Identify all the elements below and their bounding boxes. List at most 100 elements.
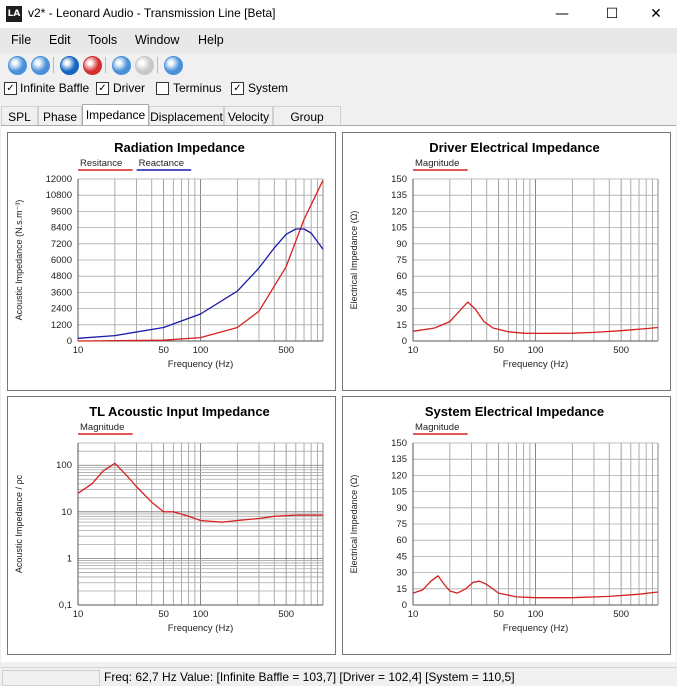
y-tick-label: 4800	[51, 271, 72, 282]
radiation-impedance-chart: 0 1200 2400 3600 4800 6000 7200 8400 9600 10800 12…	[7, 132, 336, 391]
y-axis-label: Electrical Impedance (Ω)	[349, 211, 359, 310]
tab-strip: SPL Phase Impedance Displacement Velocit…	[0, 104, 677, 144]
y-tick-label: 0,1	[59, 600, 72, 611]
y-tick-label: 30	[396, 568, 407, 579]
tab-impedance[interactable]: Impedance	[82, 104, 149, 127]
x-tick-label: 100	[193, 609, 209, 620]
y-tick-label: 60	[396, 535, 407, 546]
y-tick-label: 30	[396, 304, 407, 315]
status-bar: Freq: 62,7 Hz Value: [Infinite Baffle = …	[0, 667, 677, 686]
menu-bar: File Edit Tools Window Help	[0, 28, 677, 53]
infinite-baffle-checkbox[interactable]: ✓	[4, 82, 17, 95]
tab-phase[interactable]: Phase	[38, 106, 82, 126]
record-red-icon[interactable]	[83, 56, 102, 75]
x-tick-label: 500	[613, 345, 629, 356]
y-tick-label: 120	[391, 470, 407, 481]
menu-edit[interactable]: Edit	[49, 33, 71, 47]
toolbar-separator	[105, 57, 106, 73]
new-icon[interactable]	[8, 56, 27, 75]
driver-label: Driver	[113, 81, 145, 95]
y-tick-label: 150	[391, 438, 407, 449]
series-checkbox-row: ✓ Infinite Baffle ✓ Driver Terminus ✓ Sy…	[0, 78, 677, 100]
y-tick-label: 75	[396, 255, 407, 266]
toolbar	[0, 53, 677, 77]
y-tick-label: 15	[396, 320, 407, 331]
tab-displacement[interactable]: Displacement	[149, 106, 224, 126]
y-tick-label: 135	[391, 190, 407, 201]
y-tick-label: 3600	[51, 287, 72, 298]
y-tick-label: 150	[391, 174, 407, 185]
terminus-checkbox[interactable]	[156, 82, 169, 95]
y-tick-label: 6000	[51, 255, 72, 266]
series-line	[77, 462, 323, 523]
y-tick-label: 0	[402, 600, 407, 611]
record-blue-icon[interactable]	[60, 56, 79, 75]
tab-velocity[interactable]: Velocity	[224, 106, 273, 126]
tab-spl[interactable]: SPL	[1, 106, 38, 126]
series-line	[77, 180, 324, 342]
y-tick-label: 0	[402, 336, 407, 347]
x-tick-label: 100	[528, 609, 544, 620]
y-tick-label: 8400	[51, 223, 72, 234]
maximize-button[interactable]: ☐	[605, 6, 619, 22]
y-axis-label: Acoustic Impedance (N.s.m⁻³)	[14, 200, 24, 321]
menu-tools[interactable]: Tools	[88, 33, 118, 47]
previous-icon[interactable]	[112, 56, 131, 75]
app-logo-icon: LA	[6, 6, 22, 22]
chart-svg: 0 1200 2400 3600 4800 6000 7200 8400 9600 10800 12…	[14, 140, 324, 370]
y-tick-label: 1	[67, 553, 72, 564]
y-tick-label: 2400	[51, 304, 72, 315]
y-tick-label: 10800	[46, 190, 72, 201]
toolbar-separator	[157, 57, 158, 73]
x-axis-label: Frequency (Hz)	[168, 359, 233, 370]
next-icon[interactable]	[164, 56, 183, 75]
legend-entry: Magnitude	[80, 422, 124, 433]
status-readout: Freq: 62,7 Hz Value: [Infinite Baffle = …	[104, 670, 515, 684]
system-label: System	[248, 81, 289, 95]
chart-title: TL Acoustic Input Impedance	[89, 404, 270, 419]
driver-checkbox[interactable]: ✓	[96, 82, 109, 95]
chart-svg: 0 15 30 45 60 75 90 105 120 135 150 10 50 100 500 Drive…	[349, 140, 659, 370]
menu-window[interactable]: Window	[135, 33, 180, 47]
system-checkbox[interactable]: ✓	[231, 82, 244, 95]
chart-svg: 0 15 30 45 60 75 90 105 120 135 150 10 50 100 500 Syste…	[349, 404, 659, 634]
x-axis-label: Frequency (Hz)	[503, 623, 568, 634]
legend-entry: Resitance	[80, 158, 122, 169]
x-tick-label: 500	[613, 609, 629, 620]
menu-file[interactable]: File	[11, 33, 32, 47]
menu-help[interactable]: Help	[198, 33, 224, 47]
x-tick-label: 10	[408, 345, 419, 356]
chart-title: Radiation Impedance	[114, 140, 245, 155]
y-tick-label: 15	[396, 584, 407, 595]
y-tick-label: 105	[391, 223, 407, 234]
x-tick-label: 50	[158, 609, 169, 620]
tab-group-delay[interactable]: Group Delay	[273, 106, 341, 144]
series-line	[412, 575, 659, 599]
y-axis-label: Acoustic Impedance / ρc	[14, 474, 24, 573]
status-progress-field	[2, 670, 100, 686]
driver-electrical-impedance-chart: 0 15 30 45 60 75 90 105 120 135 150 10 50 100 500 Drive…	[342, 132, 671, 391]
y-tick-label: 105	[391, 487, 407, 498]
x-tick-label: 50	[158, 345, 169, 356]
x-tick-label: 50	[493, 345, 504, 356]
x-tick-label: 50	[493, 609, 504, 620]
impedance-tab-content: 0 1200 2400 3600 4800 6000 7200 8400 9600 10800 12…	[1, 125, 676, 662]
pause-icon[interactable]	[135, 56, 154, 75]
y-tick-label: 7200	[51, 239, 72, 250]
y-tick-label: 9600	[51, 206, 72, 217]
terminus-label: Terminus	[173, 81, 222, 95]
chart-title: Driver Electrical Impedance	[429, 140, 600, 155]
minimize-button[interactable]: —	[555, 6, 569, 22]
x-tick-label: 100	[193, 345, 209, 356]
chart-title: System Electrical Impedance	[425, 404, 604, 419]
x-tick-label: 10	[73, 345, 84, 356]
open-icon[interactable]	[31, 56, 50, 75]
infinite-baffle-label: Infinite Baffle	[20, 81, 90, 95]
system-electrical-impedance-chart: 0 15 30 45 60 75 90 105 120 135 150 10 50 100 500 Syste…	[342, 396, 671, 655]
y-tick-label: 75	[396, 519, 407, 530]
close-button[interactable]: ✕	[650, 6, 662, 22]
series-line	[77, 228, 324, 339]
x-tick-label: 500	[278, 609, 294, 620]
series-line	[412, 301, 659, 335]
x-axis-label: Frequency (Hz)	[503, 359, 568, 370]
